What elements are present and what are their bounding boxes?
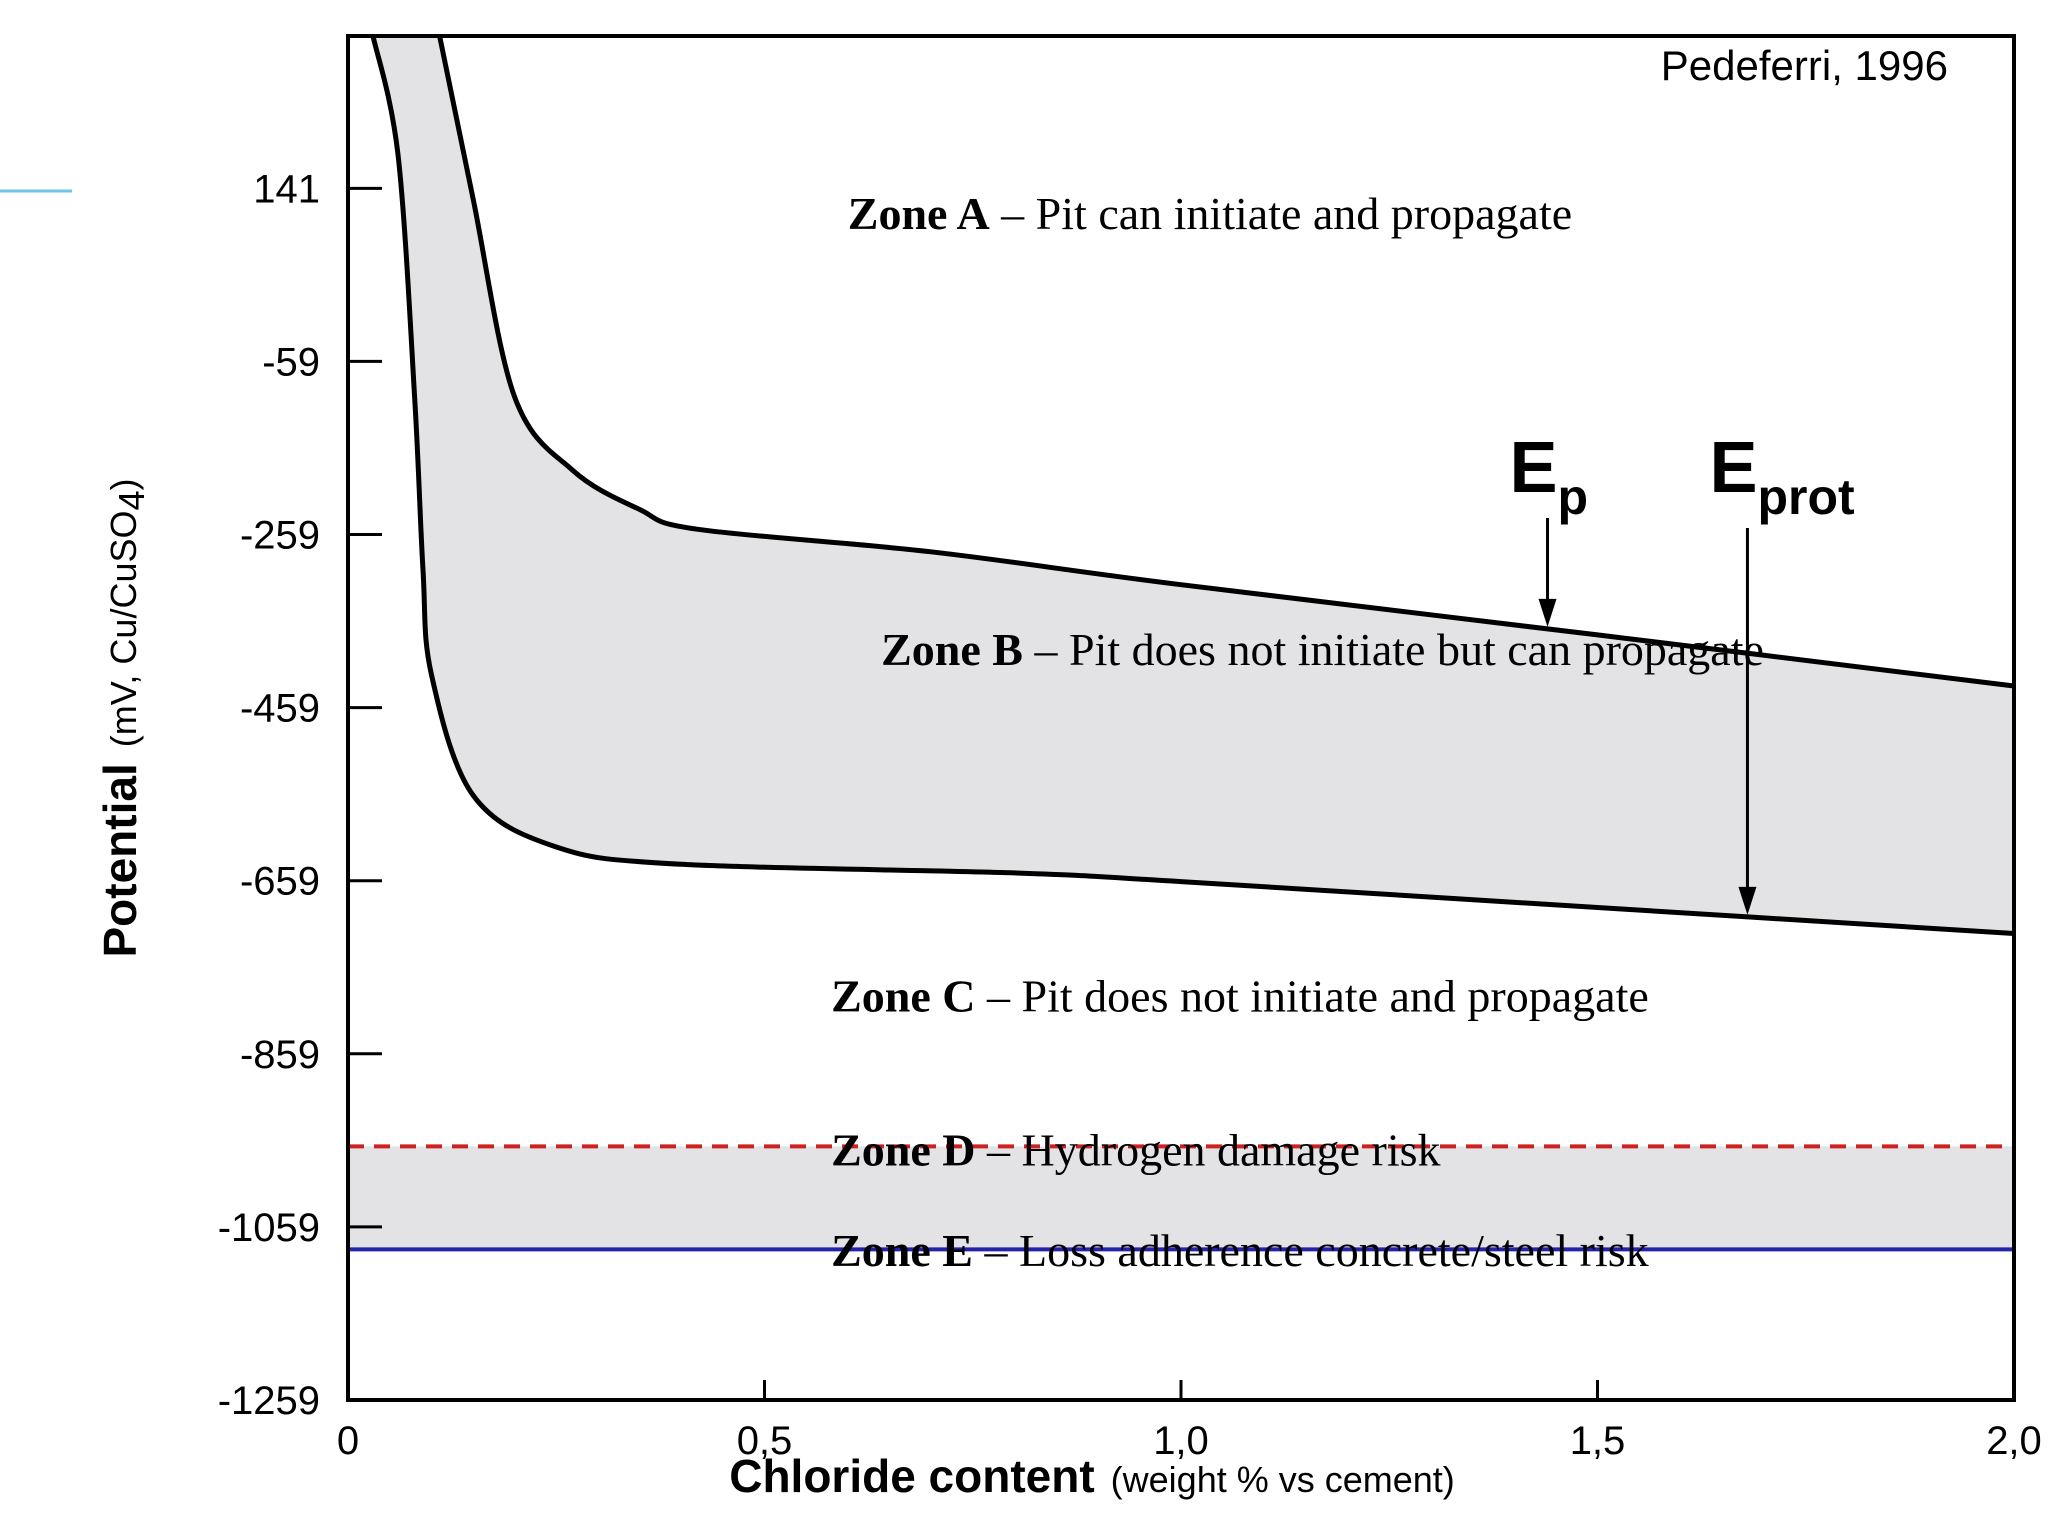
y-axis-title: Potential (mV, Cu/CuSO4) — [94, 478, 152, 957]
zone-description: – Pit does not initiate but can propagat… — [1023, 624, 1764, 675]
y-axis: 141 -59 -259 -459 -659 -859 -1059 -1259 — [218, 167, 382, 1423]
y-tick-label: -659 — [240, 860, 320, 904]
x-axis-title-main: Chloride content — [729, 1450, 1094, 1502]
eprot-curve — [370, 35, 2015, 936]
zone-title: Zone D — [831, 1124, 975, 1175]
zone-title: Zone E — [831, 1225, 973, 1276]
zone-title: Zone B — [881, 624, 1023, 675]
zone-a-label: Zone A – Pit can initiate and propagate — [848, 188, 1572, 239]
y-tick-label: -259 — [240, 514, 320, 558]
y-tick-label: -59 — [262, 340, 320, 384]
y-axis-title-main: Potential — [94, 763, 146, 957]
zone-title: Zone A — [848, 188, 990, 239]
x-axis: 0 0,5 1,0 1,5 2,0 — [337, 1380, 2042, 1463]
zone-description: – Loss adherence concrete/steel risk — [973, 1225, 1649, 1276]
x-tick-label: 0 — [337, 1419, 359, 1463]
zone-d-shade — [348, 1146, 2014, 1250]
zone-description: – Pit does not initiate and propagate — [976, 970, 1649, 1021]
zone-description: – Hydrogen damage risk — [976, 1124, 1441, 1175]
zone-title: Zone C — [831, 970, 975, 1021]
source-note: Pedeferri, 1996 — [1661, 42, 1948, 89]
x-axis-title-unit: (weight % vs cement) — [1111, 1459, 1455, 1500]
y-axis-title-unit: (mV, Cu/CuSO — [103, 511, 144, 748]
ep-label-sub: p — [1558, 469, 1589, 525]
zone-d-label: Zone D – Hydrogen damage risk — [831, 1124, 1440, 1175]
y-axis-title-unit-sub: 4 — [111, 490, 152, 510]
x-tick-label: 0,5 — [737, 1419, 793, 1463]
eprot-label-main: E — [1709, 428, 1757, 508]
y-axis-title-unit-end: ) — [103, 478, 144, 490]
x-axis-title: Chloride content (weight % vs cement) — [729, 1450, 1455, 1502]
x-tick-label: 2,0 — [1986, 1419, 2042, 1463]
ep-label: Ep — [1510, 428, 1589, 525]
zone-b-shade — [373, 36, 2014, 934]
zone-e-label: Zone E – Loss adherence concrete/steel r… — [831, 1225, 1649, 1276]
eprot-arrow-head — [1738, 886, 1757, 915]
potential-arrows: Ep Eprot — [1510, 428, 1855, 915]
eprot-label-sub: prot — [1757, 469, 1855, 525]
y-tick-label: -1259 — [218, 1379, 320, 1423]
y-tick-label: -1059 — [218, 1206, 320, 1250]
y-tick-label: -859 — [240, 1033, 320, 1077]
zone-labels: Zone A – Pit can initiate and propagateZ… — [831, 188, 1764, 1276]
eprot-label: Eprot — [1709, 428, 1855, 525]
x-tick-label: 1,5 — [1570, 1419, 1626, 1463]
y-tick-label: 141 — [253, 167, 320, 211]
y-tick-label: -459 — [240, 687, 320, 731]
ep-curve — [437, 35, 2015, 689]
ep-arrow-head — [1538, 598, 1557, 627]
x-tick-label: 1,0 — [1153, 1419, 1209, 1463]
zone-description: – Pit can initiate and propagate — [990, 188, 1572, 239]
zone-b-label: Zone B – Pit does not initiate but can p… — [881, 624, 1764, 675]
ep-label-main: E — [1510, 428, 1558, 508]
zone-c-label: Zone C – Pit does not initiate and propa… — [831, 970, 1649, 1021]
